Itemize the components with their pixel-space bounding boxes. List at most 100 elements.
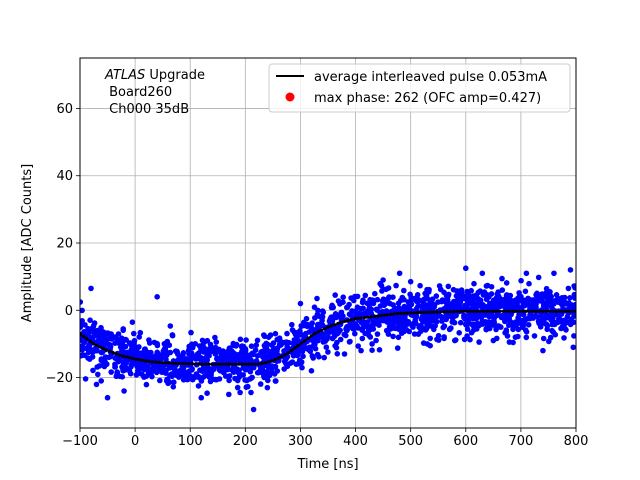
- sample-point: [96, 334, 102, 340]
- average-pulse-point: [227, 362, 231, 366]
- x-tick-label: 700: [508, 434, 533, 449]
- sample-point: [329, 314, 336, 320]
- sample-point: [163, 356, 169, 363]
- sample-point: [557, 299, 563, 305]
- average-pulse-point: [217, 362, 221, 366]
- average-pulse-point: [164, 361, 168, 365]
- sample-point: [214, 355, 221, 361]
- average-pulse-point: [356, 316, 360, 320]
- sample-point: [155, 351, 162, 357]
- average-pulse-point: [280, 354, 284, 358]
- sample-point: [572, 285, 576, 291]
- sample-point: [426, 289, 432, 295]
- sample-point: [80, 347, 85, 353]
- sample-point: [484, 282, 491, 289]
- average-pulse-point: [296, 343, 300, 348]
- sample-point: [271, 351, 277, 358]
- sample-point: [473, 322, 480, 329]
- sample-point: [367, 305, 373, 312]
- sample-point: [284, 330, 290, 337]
- sample-point: [233, 343, 239, 349]
- sample-point: [415, 303, 421, 310]
- sample-point: [393, 282, 399, 289]
- sample-point: [247, 365, 254, 371]
- sample-point: [311, 342, 317, 348]
- sample-point: [535, 274, 542, 281]
- sample-point: [506, 339, 513, 345]
- average-pulse-point: [508, 309, 512, 313]
- sample-point: [273, 378, 279, 384]
- sample-point: [146, 337, 152, 343]
- annotation-rest: Upgrade: [145, 68, 205, 83]
- sample-point: [340, 313, 346, 319]
- sample-point: [479, 313, 485, 320]
- sample-point: [165, 380, 171, 387]
- sample-point: [137, 329, 144, 336]
- sample-point: [213, 339, 220, 345]
- average-pulse-point: [114, 352, 118, 356]
- outlier-point: [424, 341, 431, 347]
- average-pulse-point: [174, 361, 178, 365]
- sample-point: [240, 365, 246, 371]
- sample-point: [409, 321, 415, 328]
- sample-point: [343, 326, 349, 332]
- average-pulse-point: [303, 339, 307, 343]
- sample-point: [441, 334, 447, 340]
- average-pulse-point: [544, 309, 548, 313]
- sample-point: [448, 325, 454, 331]
- sample-point: [204, 337, 211, 344]
- sample-point: [213, 349, 219, 356]
- average-pulse-point: [399, 311, 403, 315]
- sample-point: [93, 381, 100, 388]
- average-pulse-point: [157, 360, 161, 364]
- average-pulse-point: [432, 310, 436, 314]
- sample-point: [333, 344, 340, 351]
- sample-point: [418, 316, 425, 323]
- sample-point: [371, 321, 378, 327]
- sample-point: [561, 317, 568, 324]
- x-tick-label: 300: [288, 434, 313, 449]
- sample-point: [328, 329, 334, 335]
- sample-point: [87, 327, 93, 333]
- sample-point: [179, 358, 186, 364]
- sample-point: [323, 344, 330, 351]
- average-pulse-point: [180, 362, 185, 366]
- sample-point: [359, 299, 366, 306]
- sample-point: [267, 332, 274, 338]
- average-pulse-point: [531, 309, 535, 313]
- sample-point: [433, 319, 440, 325]
- sample-point: [552, 331, 559, 338]
- sample-point: [136, 334, 142, 340]
- average-pulse-point: [419, 310, 423, 315]
- outlier-point: [490, 337, 497, 344]
- average-pulse-point: [124, 355, 128, 359]
- sample-point: [167, 323, 174, 329]
- x-tick-label: 600: [453, 434, 478, 449]
- x-tick-label: 200: [233, 434, 258, 449]
- outlier-point: [88, 285, 94, 292]
- outlier-point: [369, 341, 375, 347]
- sample-point: [292, 340, 299, 347]
- sample-point: [431, 326, 437, 333]
- y-axis-label: Amplitude [ADC Counts]: [20, 164, 35, 322]
- atlas-annotation: ATLAS Upgrade Board260 Ch000 35dB: [104, 68, 205, 117]
- average-pulse-point: [435, 310, 439, 314]
- y-tick-label: 20: [56, 237, 73, 252]
- sample-point: [252, 347, 259, 353]
- sample-point: [246, 352, 252, 359]
- sample-point: [293, 361, 300, 368]
- sample-point: [175, 351, 181, 358]
- average-pulse-point: [524, 309, 529, 313]
- average-pulse-point: [207, 362, 211, 366]
- outlier-point: [308, 368, 315, 374]
- average-pulse-point: [131, 356, 135, 361]
- average-pulse-point: [505, 309, 509, 313]
- outlier-point: [512, 334, 519, 340]
- sample-point: [450, 286, 457, 293]
- sample-point: [120, 326, 126, 332]
- sample-point: [390, 333, 396, 340]
- sample-point: [157, 377, 163, 384]
- sample-point: [204, 390, 210, 397]
- sample-point: [365, 328, 372, 335]
- average-pulse-point: [478, 309, 482, 313]
